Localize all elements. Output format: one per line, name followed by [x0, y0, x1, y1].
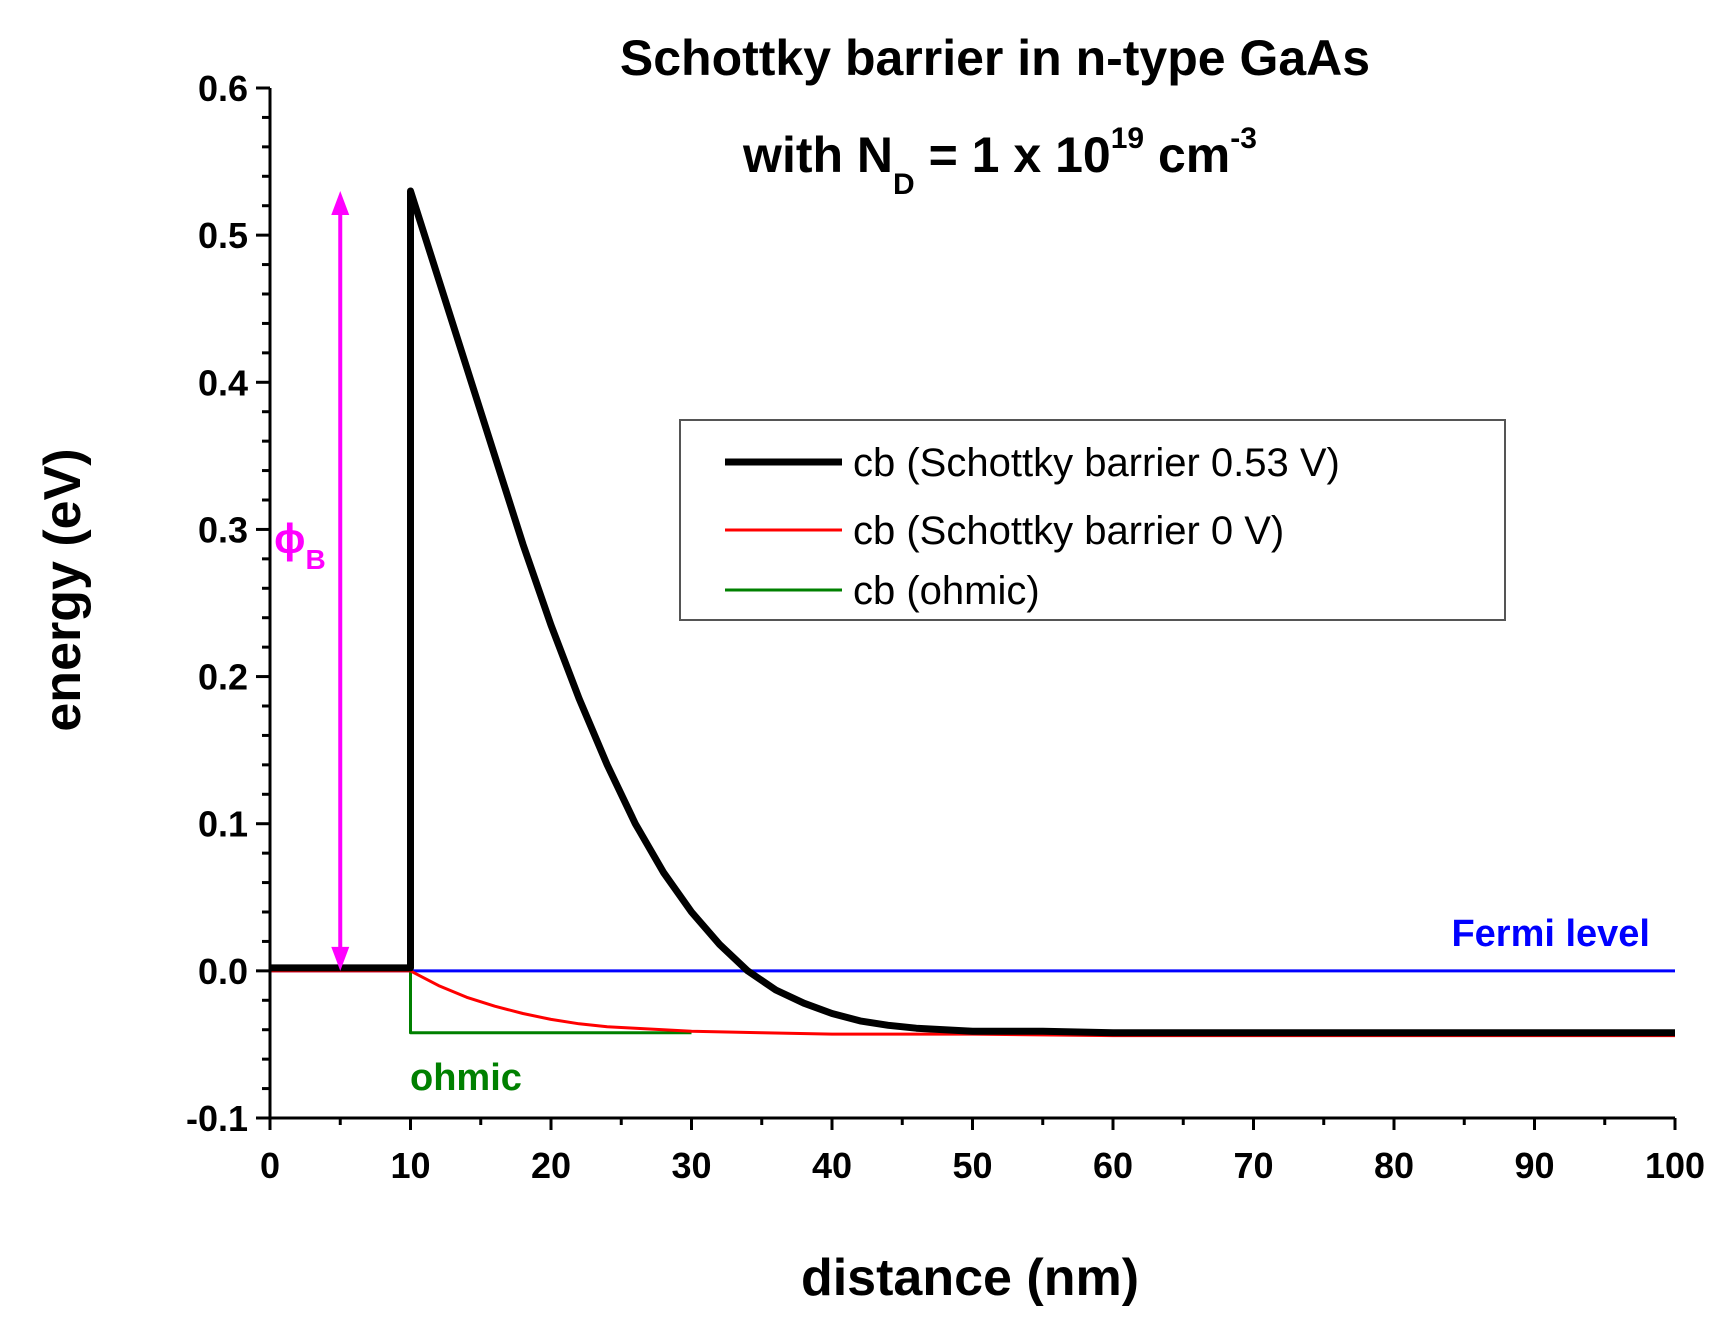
series-line-ohmic — [409, 970, 692, 1035]
x-tick-label: 0 — [260, 1145, 280, 1186]
x-tick-label: 20 — [531, 1145, 571, 1186]
y-tick-label: 0.2 — [198, 657, 248, 698]
y-tick-label: 0.3 — [198, 509, 248, 550]
phi-b-arrow-head-bottom — [331, 946, 350, 971]
y-tick-label: 0.6 — [198, 68, 248, 109]
series-line-schottky-053 — [270, 187, 1675, 1037]
legend-entry-label: cb (ohmic) — [853, 569, 1040, 613]
x-tick-label: 70 — [1233, 1145, 1273, 1186]
axes-layer: 0 10 20 30 40 50 60 70 80 90 100 -0.1 0.0 0.1 0.2 0.3 0.… — [186, 68, 1705, 1186]
x-tick-label: 90 — [1514, 1145, 1554, 1186]
phi-b-label: ϕB — [274, 515, 326, 575]
x-tick-label: 30 — [671, 1145, 711, 1186]
chart-title-line2: with ND = 1 x 1019 cm-3 — [742, 122, 1257, 201]
legend-entry-label: cb (Schottky barrier 0 V) — [853, 509, 1284, 553]
y-tick-label: -0.1 — [186, 1098, 248, 1139]
chart-title-line1: Schottky barrier in n-type GaAs — [620, 30, 1370, 86]
x-tick-label: 10 — [390, 1145, 430, 1186]
legend: cb (Schottky barrier 0.53 V) cb (Schottky… — [679, 419, 1506, 621]
series-line-schottky-0 — [270, 969, 1675, 1038]
y-tick-label: 0.1 — [198, 804, 248, 845]
phi-b-arrow-head-top — [331, 191, 350, 215]
annotation-layer: ϕB ohmic Fermi level — [274, 191, 1650, 1099]
legend-box — [679, 419, 1506, 621]
y-tick-label: 0.5 — [198, 215, 248, 256]
fermi-level-label: Fermi level — [1451, 913, 1650, 955]
y-tick-label: 0.4 — [198, 362, 248, 403]
legend-entry-label: cb (Schottky barrier 0.53 V) — [853, 441, 1340, 485]
x-tick-label: 50 — [952, 1145, 992, 1186]
x-axis-label: distance (nm) — [801, 1249, 1139, 1307]
x-tick-label: 80 — [1374, 1145, 1414, 1186]
series-layer — [270, 187, 1675, 1038]
y-tick-label: 0.0 — [198, 951, 248, 992]
y-axis-label: energy (eV) — [34, 448, 92, 731]
x-tick-label: 40 — [812, 1145, 852, 1186]
ohmic-label: ohmic — [410, 1057, 522, 1099]
x-tick-label: 60 — [1093, 1145, 1133, 1186]
x-tick-label: 100 — [1645, 1145, 1705, 1186]
